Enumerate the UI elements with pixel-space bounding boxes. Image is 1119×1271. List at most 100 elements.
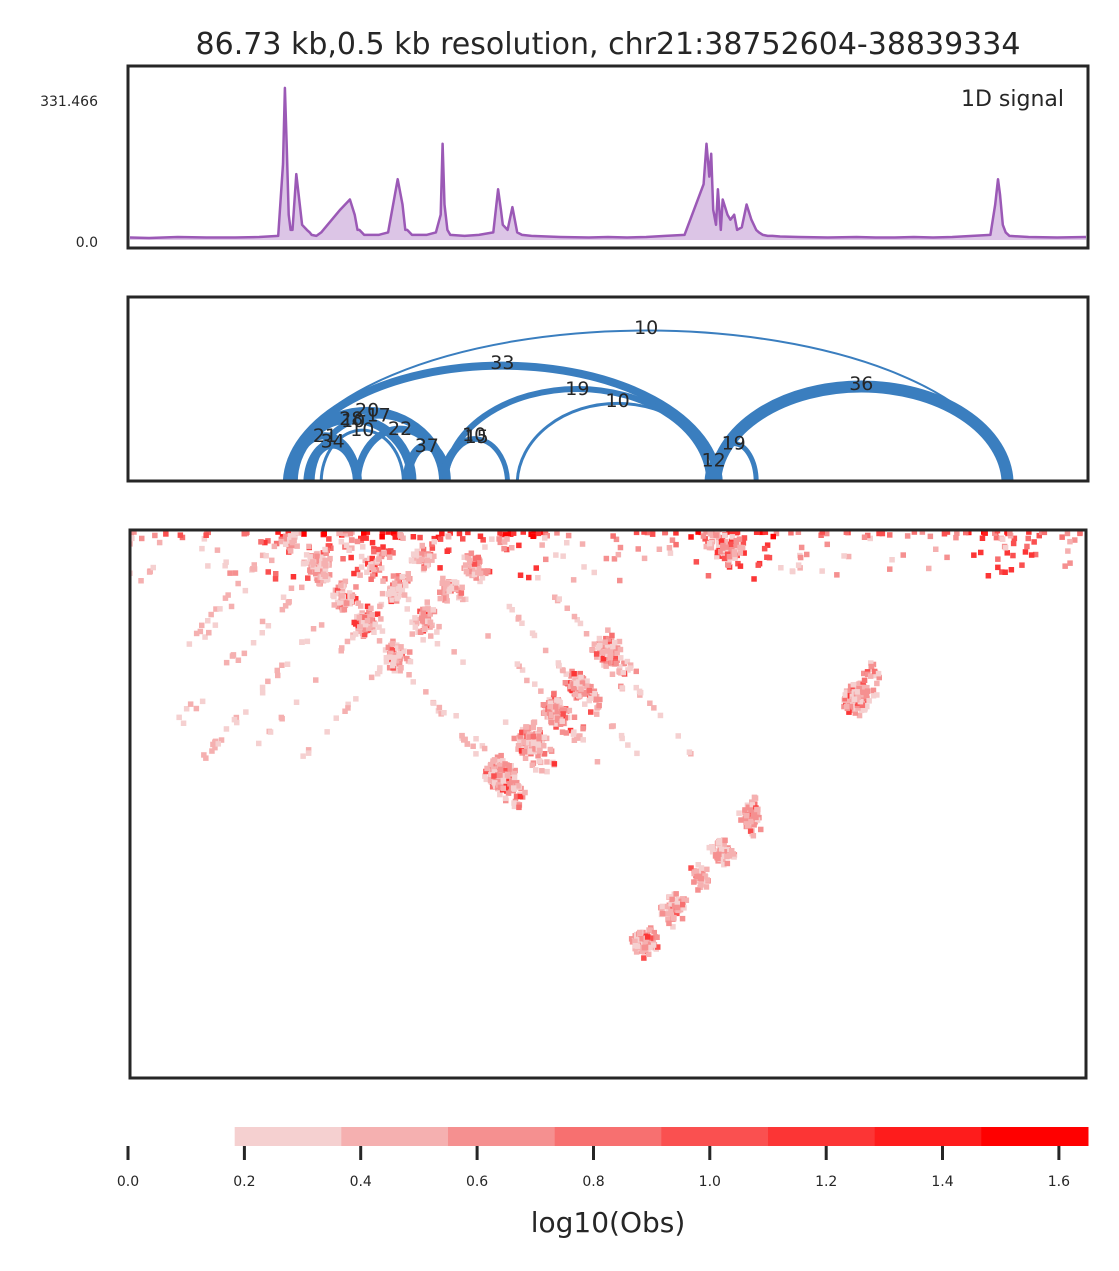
heatmap-cell xyxy=(251,562,257,568)
heatmap-cell xyxy=(755,562,761,568)
heatmap-cell xyxy=(357,572,363,578)
heatmap-cell xyxy=(408,557,415,563)
heatmap-cell xyxy=(633,530,640,536)
heatmap-cell xyxy=(471,561,478,567)
heatmap-cell xyxy=(385,548,392,554)
heatmap-cell xyxy=(1059,534,1065,540)
heatmap-cell xyxy=(354,566,361,573)
colorbar-swatch xyxy=(554,1127,662,1146)
heatmap-cell xyxy=(445,534,452,540)
heatmap-cell xyxy=(580,737,586,743)
heatmap-cell xyxy=(374,611,381,617)
heatmap-cell xyxy=(447,530,453,536)
heatmap-cell xyxy=(376,556,382,562)
heatmap-cell xyxy=(425,614,432,620)
heatmap-cell xyxy=(1025,535,1031,542)
heatmap-cell xyxy=(491,769,498,775)
heatmap-cell xyxy=(423,689,429,695)
heatmap-cell xyxy=(358,603,364,609)
heatmap-cell xyxy=(586,687,593,694)
heatmap-cell xyxy=(788,530,794,536)
heatmap-cell xyxy=(444,580,450,586)
heatmap-cell xyxy=(933,546,939,552)
heatmap-cell xyxy=(287,537,293,543)
heatmap-cell xyxy=(731,854,737,860)
heatmap-cell xyxy=(752,795,759,801)
heatmap-cell xyxy=(343,542,350,548)
heatmap-cell xyxy=(594,711,600,717)
heatmap-cell xyxy=(577,620,584,627)
heatmap-cell xyxy=(861,534,868,540)
heatmap-cell xyxy=(391,580,398,587)
heatmap-cell xyxy=(1024,543,1030,550)
heatmap-cell xyxy=(584,678,590,684)
heatmap-cell xyxy=(429,622,435,629)
heatmap-cell xyxy=(336,530,342,537)
heatmap-cell xyxy=(575,692,582,698)
heatmap-cell xyxy=(379,628,386,634)
heatmap-cell xyxy=(335,603,342,610)
heatmap-cell xyxy=(664,903,671,910)
heatmap-cell xyxy=(522,740,528,746)
heatmap-cell xyxy=(751,809,758,815)
heatmap-cell xyxy=(499,534,505,540)
heatmap-cell xyxy=(334,587,341,594)
heatmap-cell xyxy=(574,671,580,677)
heatmap-cell xyxy=(639,948,646,955)
heatmap-cell xyxy=(536,758,543,764)
heatmap-cell xyxy=(566,707,573,714)
heatmap-cell xyxy=(635,546,641,552)
heatmap-cell xyxy=(919,530,926,535)
heatmap-cell xyxy=(726,559,732,566)
heatmap-cell xyxy=(616,638,623,645)
heatmap-cell xyxy=(620,670,627,676)
heatmap-cell xyxy=(1002,545,1009,551)
heatmap-cell xyxy=(502,719,509,725)
heatmap-cell xyxy=(355,600,361,606)
heatmap-cell xyxy=(320,571,327,577)
heatmap-cell xyxy=(542,535,548,541)
heatmap-cell xyxy=(1065,548,1071,554)
heatmap-cell xyxy=(707,530,713,536)
heatmap-cell xyxy=(468,550,475,556)
loop-label: 34 xyxy=(321,431,345,453)
heatmap-cell xyxy=(424,599,430,605)
heatmap-cell xyxy=(864,688,871,694)
heatmap-cell xyxy=(609,671,616,677)
heatmap-cell xyxy=(353,631,359,637)
heatmap-cell xyxy=(398,665,404,671)
heatmap-cell xyxy=(572,691,579,697)
heatmap-cell xyxy=(390,550,396,556)
heatmap-cell xyxy=(442,590,448,596)
heatmap-cell xyxy=(497,772,503,779)
heatmap-cell xyxy=(398,644,404,650)
heatmap-cell xyxy=(484,765,490,772)
heatmap-cell xyxy=(591,691,598,697)
heatmap-cell xyxy=(357,624,363,630)
heatmap-cell xyxy=(709,845,715,851)
heatmap-cell xyxy=(876,674,882,681)
heatmap-cell xyxy=(369,539,376,546)
heatmap-cell xyxy=(377,665,383,671)
heatmap-cell xyxy=(475,566,482,572)
heatmap-cell xyxy=(726,530,732,535)
heatmap-cell xyxy=(773,530,780,537)
heatmap-cell xyxy=(613,654,619,660)
heatmap-cell xyxy=(385,591,392,597)
heatmap-cell xyxy=(407,649,413,655)
heatmap-cell xyxy=(608,660,614,666)
heatmap-cell xyxy=(218,737,225,743)
heatmap-cell xyxy=(488,772,494,778)
heatmap-cell xyxy=(497,766,504,773)
heatmap-cell xyxy=(860,689,866,695)
heatmap-cell xyxy=(205,618,211,624)
heatmap-cell xyxy=(753,814,759,821)
heatmap-cell xyxy=(570,681,576,687)
heatmap-cell xyxy=(519,667,526,673)
heatmap-cell xyxy=(460,659,466,665)
heatmap-cell xyxy=(310,562,317,568)
heatmap-cell xyxy=(304,560,311,566)
heatmap-cell xyxy=(591,641,598,647)
heatmap-cell xyxy=(594,759,601,765)
